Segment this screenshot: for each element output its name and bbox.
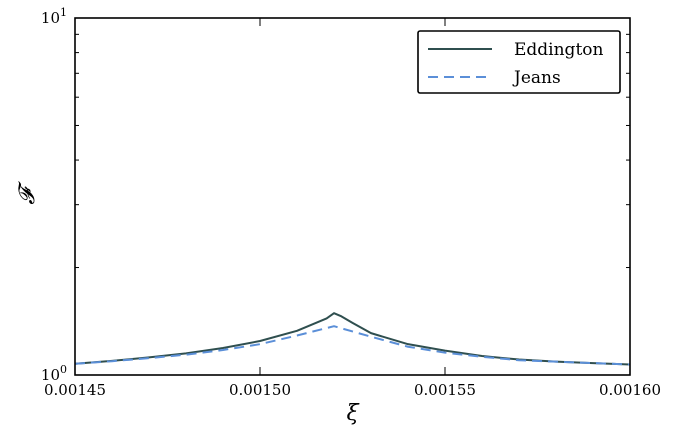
x-tick-label: 0.00150 [229, 381, 291, 399]
legend: Eddington Jeans [417, 30, 621, 94]
series-layer [74, 312, 631, 366]
x-tick-label: 0.00155 [414, 381, 476, 399]
y-axis-label: 𝓕 [15, 181, 40, 205]
tick-label-layer: 0.00145 0.00150 0.00155 0.00160 100 101 [41, 6, 661, 399]
legend-label-jeans: Jeans [512, 68, 561, 88]
y-tick-label: 100 [41, 363, 67, 384]
y-tick-label: 101 [41, 6, 67, 27]
x-tick-label: 0.00145 [44, 381, 106, 399]
series-line-jeans [74, 325, 631, 366]
legend-label-eddington: Eddington [514, 40, 604, 60]
x-axis-label: ξ [346, 401, 360, 426]
plot-frame [74, 17, 631, 376]
x-tick-label: 0.00160 [599, 381, 661, 399]
